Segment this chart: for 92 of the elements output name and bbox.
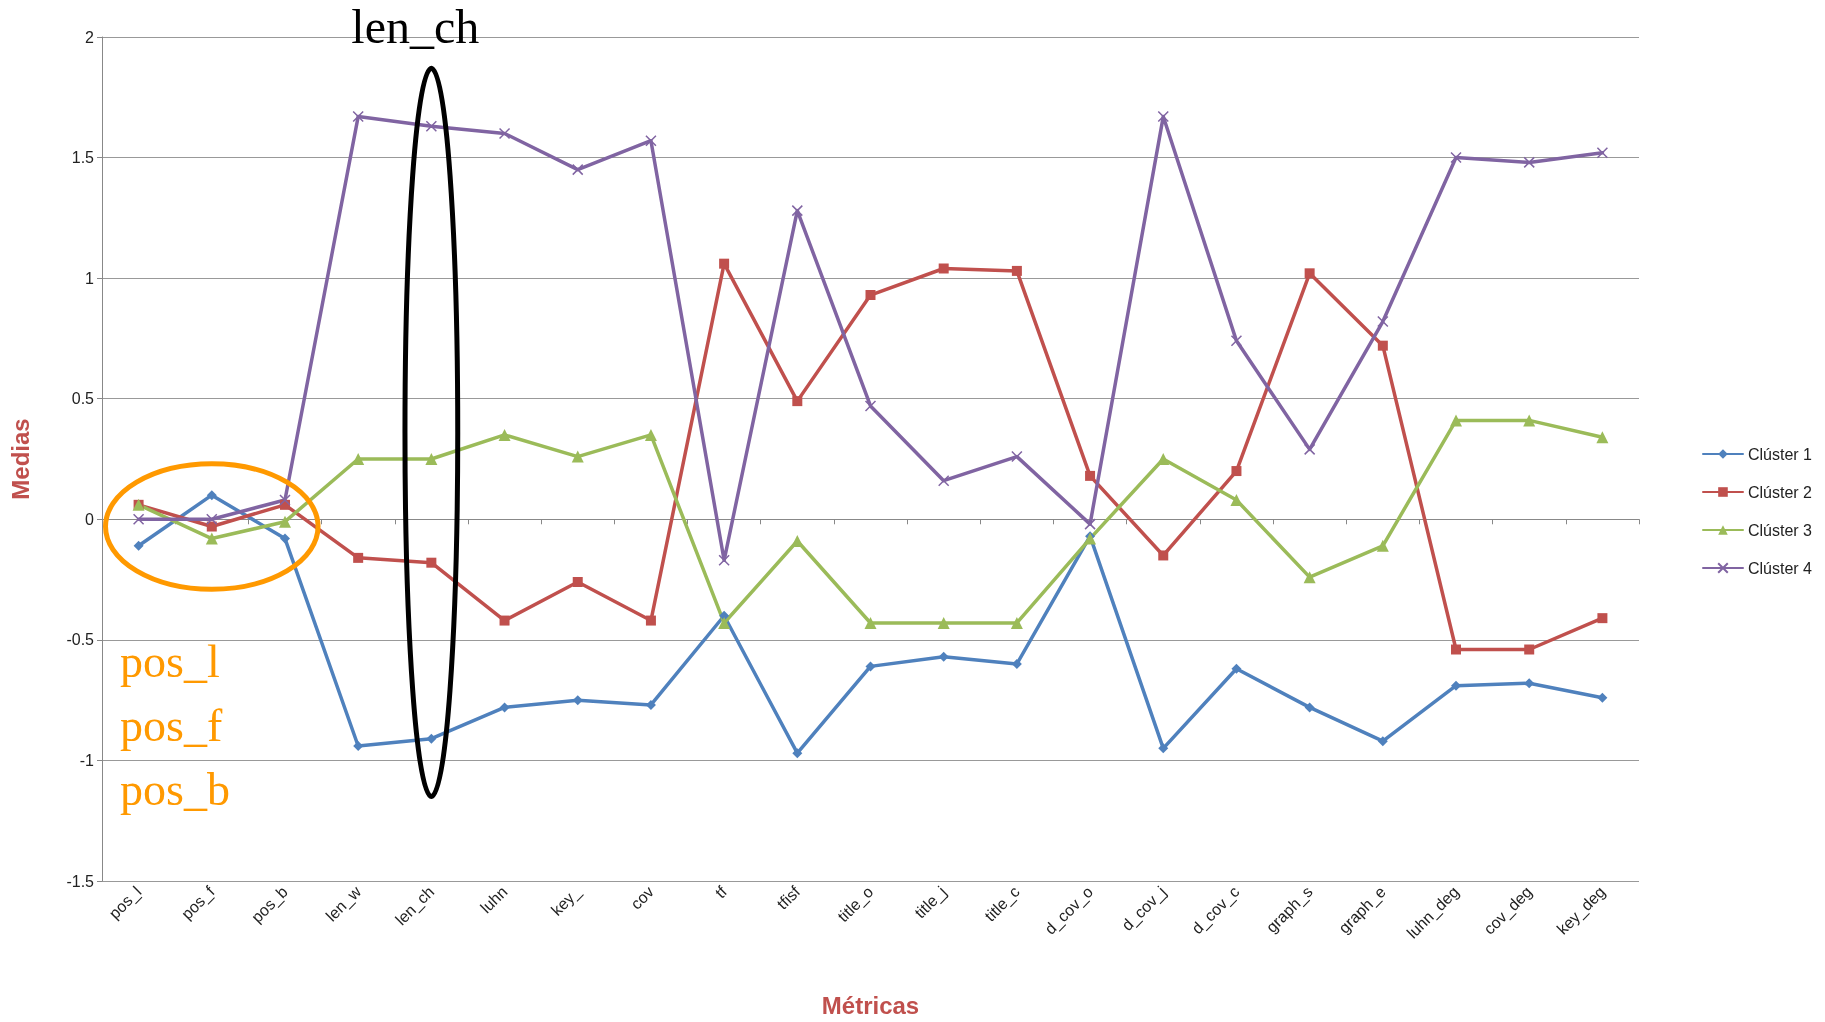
- point: [206, 521, 217, 532]
- point: [1524, 678, 1535, 689]
- point: [1596, 147, 1609, 159]
- point: [571, 163, 584, 176]
- point: [206, 490, 217, 501]
- point: [937, 616, 950, 629]
- y-tick-label: -0.5: [66, 631, 95, 649]
- point: [938, 651, 949, 662]
- x-tick-label: key_: [547, 882, 586, 920]
- point: [352, 110, 364, 123]
- point: [499, 702, 510, 713]
- point: [719, 610, 730, 621]
- point: [719, 258, 730, 269]
- x-tick-label: tfisf: [773, 882, 804, 913]
- point: [1011, 265, 1022, 276]
- point: [1597, 613, 1608, 624]
- x-axis-title: Métricas: [821, 991, 920, 1019]
- point: [865, 661, 876, 672]
- point: [1376, 539, 1389, 552]
- point: [937, 474, 950, 487]
- y-axis-title: Medias: [6, 418, 34, 500]
- point: [572, 576, 583, 587]
- point: [1524, 644, 1535, 655]
- point: [571, 450, 584, 463]
- point: [1303, 571, 1316, 584]
- y-tick-label: -1.5: [66, 872, 95, 890]
- point: [644, 428, 657, 441]
- point: [645, 134, 657, 147]
- point: [1451, 644, 1462, 655]
- point: [792, 748, 803, 759]
- point: [498, 127, 511, 140]
- x-tick-label: tf: [711, 882, 731, 902]
- point: [645, 615, 656, 626]
- y-tick-label: 0: [85, 510, 95, 528]
- point: [1157, 110, 1170, 123]
- annotation: len_ch: [351, 0, 480, 53]
- x-tick-label: luhn: [477, 882, 511, 917]
- y-tick-label: -1: [79, 751, 95, 769]
- y-tick-label: 1: [85, 269, 95, 287]
- point: [1450, 414, 1463, 427]
- point: [279, 533, 290, 544]
- point: [718, 554, 730, 567]
- y-tick-label: 2: [85, 28, 95, 46]
- legend-label: Clúster 3: [1747, 521, 1813, 539]
- point: [425, 120, 438, 132]
- point: [1158, 743, 1169, 754]
- point: [1450, 151, 1462, 164]
- point: [938, 263, 949, 274]
- point: [1304, 268, 1315, 279]
- point: [1085, 470, 1096, 481]
- point: [205, 532, 218, 545]
- point: [279, 494, 291, 506]
- point: [1377, 315, 1389, 328]
- legend-label: Clúster 2: [1747, 483, 1813, 501]
- point: [132, 513, 145, 526]
- point: [865, 290, 876, 301]
- point: [1230, 335, 1243, 347]
- point: [1011, 450, 1023, 463]
- x-tick-label: cov: [627, 882, 657, 913]
- point: [1377, 340, 1388, 351]
- point: [1084, 518, 1096, 530]
- point: [353, 552, 364, 563]
- point: [1596, 431, 1609, 444]
- point: [206, 513, 218, 526]
- legend-label: Clúster 1: [1747, 445, 1813, 463]
- point: [133, 540, 144, 551]
- point: [278, 515, 291, 528]
- legend-label: Clúster 4: [1747, 559, 1813, 577]
- point: [791, 204, 804, 217]
- y-tick-label: 1.5: [71, 149, 95, 167]
- point: [1231, 663, 1242, 674]
- point: [1158, 550, 1169, 561]
- point: [498, 428, 511, 441]
- point: [1304, 702, 1315, 713]
- point: [1523, 414, 1536, 427]
- point: [499, 615, 510, 626]
- point: [1523, 156, 1535, 169]
- point: [1157, 453, 1170, 465]
- point: [864, 616, 877, 629]
- point: [1377, 736, 1388, 747]
- point: [792, 396, 803, 407]
- point: [1303, 443, 1316, 456]
- point: [864, 400, 877, 412]
- point: [426, 733, 437, 744]
- point: [426, 557, 437, 568]
- point: [718, 616, 731, 629]
- y-tick-label: 0.5: [71, 390, 95, 408]
- point: [1231, 466, 1242, 477]
- annotation: pos_l pos_f pos_b: [120, 636, 230, 816]
- point: [1597, 692, 1608, 703]
- point: [425, 453, 438, 465]
- point: [1010, 616, 1023, 629]
